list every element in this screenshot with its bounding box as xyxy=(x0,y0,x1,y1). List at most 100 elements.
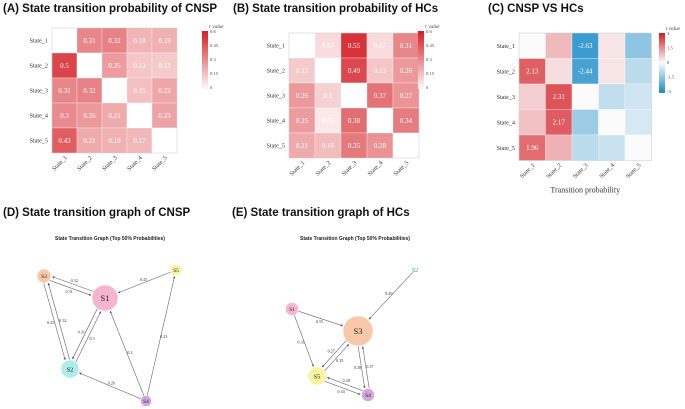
graph-edge xyxy=(357,346,366,389)
colorbar-step xyxy=(418,69,424,72)
colorbar-step xyxy=(202,56,208,59)
colorbar-step xyxy=(202,78,208,81)
colorbar-step xyxy=(418,42,424,45)
cell-value-label: 0.07 xyxy=(322,42,335,50)
cell-value-label: 0.07 xyxy=(374,42,387,50)
colorbar-step xyxy=(418,51,424,54)
colorbar-step xyxy=(418,74,424,76)
heatmap-cell xyxy=(151,77,178,104)
heatmap-cell xyxy=(51,127,78,154)
colorbar-step xyxy=(659,52,665,55)
edge-weight-label: 0.5 xyxy=(89,336,94,341)
heatmap-cell xyxy=(366,132,394,159)
row-tick-label: State_1 xyxy=(266,43,285,50)
heatmap-cell xyxy=(366,32,394,59)
colorbar-step xyxy=(202,38,208,41)
panel-title-A: (A) State transition probability of CNSP xyxy=(3,3,217,15)
colorbar-step xyxy=(659,67,665,70)
colorbar-step xyxy=(202,75,208,78)
cell-value-label: 0.22 xyxy=(158,87,171,95)
graph-node-label: S1 xyxy=(289,307,295,313)
heatmap-cell xyxy=(598,58,626,85)
graph-node-label: S2 xyxy=(67,366,74,373)
colorbar-title: r value xyxy=(425,24,440,30)
colorbar-tick-label: 0.6 xyxy=(426,29,432,34)
colorbar-step xyxy=(659,44,665,47)
graph-node xyxy=(91,284,119,312)
cell-value-label: 0.31 xyxy=(400,42,413,50)
heatmap-cell xyxy=(518,32,546,59)
heatmap-cell xyxy=(624,134,652,161)
graph-node-label: S5 xyxy=(173,268,179,274)
cell-value-label: 0.3 xyxy=(60,112,69,120)
heatmap-border xyxy=(518,32,652,161)
heatmap-cell xyxy=(624,109,652,136)
cell-value-label: 0.55 xyxy=(348,42,361,50)
heatmap-cell xyxy=(151,27,178,54)
heatmap-cell xyxy=(598,32,626,59)
heatmap-cell xyxy=(314,107,342,134)
colorbar-step xyxy=(659,50,665,53)
colorbar-tick-label: 0.15 xyxy=(210,71,219,76)
col-tick-label: State_4 xyxy=(126,154,144,172)
colorbar-step xyxy=(202,35,208,38)
graph-subtitle: State Transition Graph (Top 50% Probabil… xyxy=(300,236,410,242)
edge-weight-label: 0.32 xyxy=(71,278,78,283)
colorbar-step xyxy=(659,68,665,71)
cell-value-label: 0.26 xyxy=(83,112,96,120)
colorbar-step xyxy=(202,39,208,42)
heatmap-cell xyxy=(545,83,573,110)
edge-weight-label: 0.31 xyxy=(78,330,85,335)
heatmap-cell xyxy=(51,52,78,79)
cell-value-label: 0.5 xyxy=(60,62,69,70)
colorbar-step xyxy=(202,31,208,33)
colorbar-step xyxy=(659,70,665,73)
cell-value-label: 0.12 xyxy=(296,67,309,75)
heatmap-cell xyxy=(314,57,342,84)
colorbar-step xyxy=(659,76,665,79)
cell-value-label: 0.27 xyxy=(400,92,413,100)
edge-weight-label: 0.38 xyxy=(354,365,361,370)
graph-node xyxy=(36,268,52,284)
heatmap-cell xyxy=(76,127,103,154)
colorbar-step xyxy=(202,79,208,82)
colorbar-step xyxy=(659,35,665,38)
colorbar-step xyxy=(659,71,665,74)
heatmap-cell xyxy=(76,102,103,129)
colorbar-step xyxy=(659,74,665,77)
colorbar-step xyxy=(418,78,424,81)
graph-edge xyxy=(368,271,414,320)
colorbar-tick-label: 0.45 xyxy=(210,43,219,48)
edge-weight-label: 0.55 xyxy=(316,319,323,324)
colorbar-step xyxy=(418,56,424,59)
cell-value-label: 0.12 xyxy=(158,62,171,70)
cell-value-label: 0.26 xyxy=(400,67,413,75)
cell-value-label: 0.19 xyxy=(108,137,121,145)
heatmap-cell xyxy=(314,32,342,59)
heatmap-cell xyxy=(518,83,546,110)
colorbar-tick-label: -1.5 xyxy=(667,75,675,80)
colorbar-step xyxy=(202,51,208,54)
cell-value-label: -2.44 xyxy=(578,68,593,76)
colorbar-step xyxy=(659,47,665,50)
heatmap-A: (A) State transition probability of CNSP… xyxy=(3,3,224,173)
col-tick-label: State_1 xyxy=(288,159,306,177)
colorbar-step xyxy=(418,81,424,84)
colorbar-step xyxy=(418,85,424,88)
graph-node xyxy=(170,264,182,276)
cell-value-label: 0.38 xyxy=(348,117,361,125)
colorbar-step xyxy=(418,64,424,66)
colorbar-step xyxy=(202,87,208,89)
colorbar-step xyxy=(659,77,665,80)
colorbar-step xyxy=(202,82,208,85)
colorbar-step xyxy=(418,45,424,48)
heatmap-cell xyxy=(624,58,652,85)
colorbar-step xyxy=(659,62,665,65)
colorbar-tick-label: 0.3 xyxy=(210,57,216,62)
cell-value-label: 2.17 xyxy=(553,119,566,127)
colorbar-tick-label: 0 xyxy=(667,60,670,65)
heatmap-cell xyxy=(101,52,128,79)
colorbar-step xyxy=(202,42,208,45)
graph-E: (E) State transition graph of HCs State T… xyxy=(232,207,418,402)
colorbar-step xyxy=(659,43,665,46)
